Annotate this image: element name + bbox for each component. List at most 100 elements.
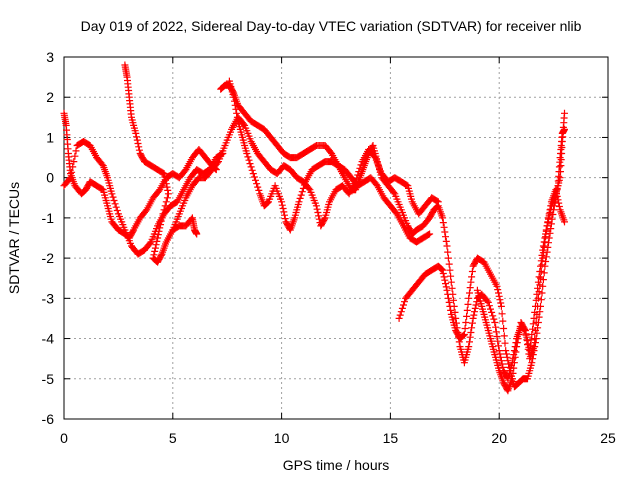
data-point-marker (539, 246, 547, 254)
data-point-marker (508, 375, 516, 383)
data-point-marker (531, 308, 539, 316)
y-tick-label: 1 (46, 129, 54, 145)
data-point-marker (490, 315, 498, 323)
data-point-marker (538, 251, 546, 259)
data-point-marker (231, 101, 239, 109)
data-point-marker (68, 168, 76, 176)
data-point-marker (541, 234, 549, 242)
data-point-marker (510, 359, 518, 367)
data-point-marker (494, 286, 502, 294)
data-point-marker (253, 180, 261, 188)
data-point-marker (315, 212, 323, 220)
data-point-marker (72, 147, 80, 155)
data-point-marker (542, 226, 550, 234)
data-point-marker (395, 314, 403, 322)
data-point-marker (468, 319, 476, 327)
data-point-marker (441, 228, 449, 236)
data-point-marker (503, 350, 510, 358)
data-point-marker (67, 174, 74, 182)
data-point-marker (510, 364, 518, 372)
data-point-marker (485, 302, 493, 310)
data-point-marker (441, 276, 449, 284)
data-point-marker (535, 313, 543, 321)
data-point-marker (152, 241, 160, 249)
data-point-marker (157, 251, 165, 259)
y-tick-label: -2 (42, 250, 55, 266)
data-point-marker (536, 308, 544, 316)
data-point-marker (193, 230, 201, 238)
data-point-marker (527, 336, 535, 344)
data-point-marker (534, 284, 542, 292)
data-point-marker (539, 276, 547, 284)
data-point-marker (450, 296, 457, 304)
data-point-marker (504, 357, 512, 365)
data-point-marker (513, 339, 521, 347)
grid (64, 57, 608, 419)
data-point-marker (532, 335, 540, 343)
data-point-marker (547, 220, 555, 228)
data-point-marker (164, 186, 172, 194)
data-point-marker (297, 191, 305, 199)
data-point-marker (497, 299, 505, 307)
series-track-8 (473, 109, 568, 395)
data-point-marker (544, 243, 552, 251)
data-point-marker (233, 109, 241, 117)
data-point-marker (529, 325, 537, 333)
data-point-marker (558, 144, 566, 151)
data-point-marker (468, 268, 476, 275)
data-point-marker (108, 190, 116, 198)
y-tick-label: 0 (46, 170, 54, 186)
data-point-marker (444, 248, 452, 256)
data-point-marker (515, 331, 523, 338)
data-point-marker (442, 280, 449, 288)
plot-frame (63, 56, 609, 420)
data-point-marker (305, 184, 313, 192)
data-point-marker (433, 197, 441, 205)
data-point-marker (561, 218, 568, 226)
data-point-marker (471, 304, 479, 312)
data-point-marker (65, 175, 73, 183)
data-point-marker (443, 242, 451, 250)
data-point-marker (247, 163, 255, 171)
data-point-marker (555, 199, 563, 207)
data-point-marker (280, 208, 288, 216)
data-point-marker (442, 283, 450, 291)
data-point-marker (535, 273, 543, 281)
data-point-marker (439, 214, 447, 222)
data-point-marker (438, 266, 446, 273)
data-point-marker (533, 290, 541, 298)
data-point-marker (134, 140, 142, 147)
data-point-marker (505, 360, 513, 368)
data-point-marker (505, 363, 513, 371)
data-point-marker (468, 273, 476, 281)
data-point-marker (446, 266, 454, 274)
data-point-marker (464, 300, 472, 308)
data-point-marker (466, 289, 473, 297)
axis-tick-labels: 0 5 10 15 20 25 -6 -5 -4 -3 -2 -1 0 1 2 3 (42, 49, 616, 446)
data-point-marker (444, 290, 452, 298)
data-point-marker (493, 282, 501, 290)
data-point-marker (278, 201, 286, 209)
data-point-marker (542, 258, 550, 265)
data-point-marker (495, 292, 503, 300)
data-point-marker (447, 278, 455, 286)
data-point-marker (487, 305, 494, 313)
data-point-marker (370, 152, 378, 160)
data-point-marker (557, 168, 564, 176)
data-point-marker (352, 178, 360, 186)
y-tick-label: -5 (42, 371, 55, 387)
data-point-marker (539, 282, 547, 290)
data-point-marker (70, 158, 78, 166)
data-point-marker (443, 286, 451, 294)
data-point-marker (154, 231, 162, 239)
x-tick-label: 15 (383, 430, 399, 446)
data-point-marker (500, 325, 508, 332)
data-point-marker (484, 298, 492, 306)
data-point-marker (513, 343, 521, 351)
data-point-marker (281, 211, 288, 219)
data-point-marker (468, 324, 476, 332)
x-axis-label: GPS time / hours (283, 457, 390, 473)
data-point-marker (439, 270, 447, 277)
data-point-marker (313, 205, 321, 213)
y-tick-label: 3 (46, 49, 54, 65)
